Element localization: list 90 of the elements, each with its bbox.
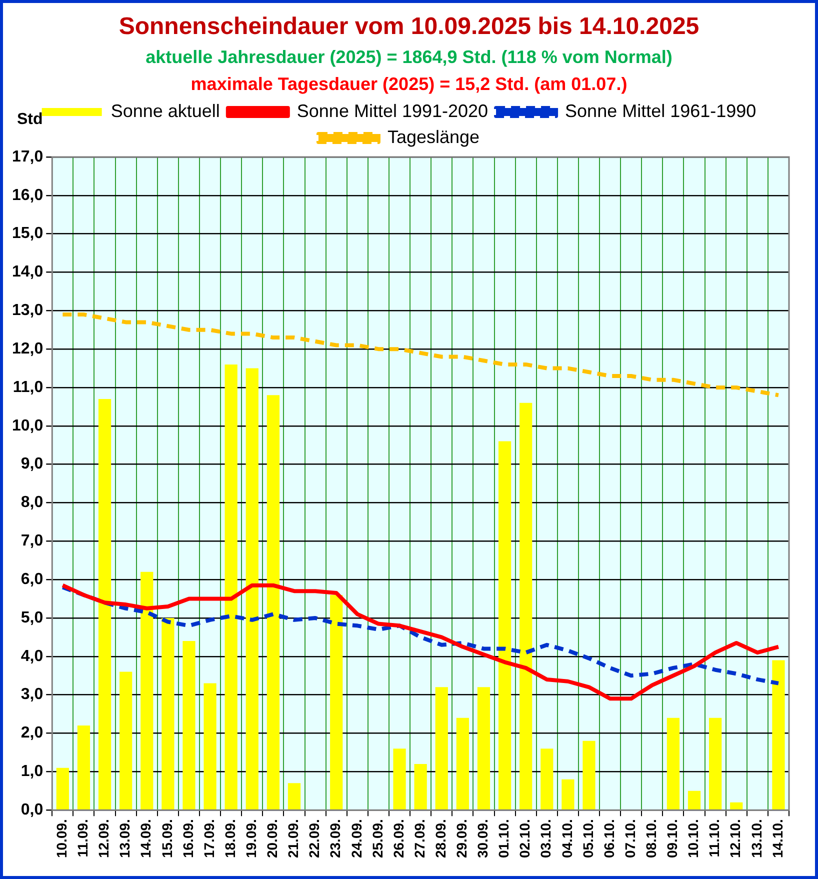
y-tick-label: 6,0 <box>20 570 44 588</box>
x-tick-label: 06.10. <box>600 819 617 858</box>
x-tick-label: 29.09. <box>454 819 470 858</box>
bar <box>435 687 448 810</box>
x-tick-label: 22.09. <box>306 819 322 858</box>
x-tick-label: 13.09. <box>116 819 133 858</box>
bar <box>77 726 90 810</box>
x-tick-label: 15.09. <box>158 819 175 858</box>
x-tick-label: 10.10. <box>685 819 702 858</box>
x-tick-label: 16.09. <box>180 819 196 858</box>
x-tick-label: 01.10. <box>496 819 512 858</box>
y-tick-label: 8,0 <box>20 494 44 512</box>
bar <box>709 718 722 810</box>
y-tick-label: 17,0 <box>12 148 44 166</box>
x-tick-label: 26.09. <box>390 819 406 858</box>
y-tick-label: 14,0 <box>12 264 44 281</box>
bar <box>162 618 174 810</box>
x-tick-label: 08.10. <box>643 819 660 858</box>
x-tick-label: 18.09. <box>222 819 238 858</box>
line-series <box>60 312 780 398</box>
bar <box>730 802 743 810</box>
bar <box>582 740 596 810</box>
x-tick-label: 12.09. <box>96 819 112 858</box>
legend-label: Sonne Mittel 1961-1990 <box>565 100 756 121</box>
bar <box>330 594 343 810</box>
bar <box>456 718 469 810</box>
y-tick-label: 0,0 <box>20 801 44 818</box>
bar <box>204 683 216 810</box>
x-tick-label: 05.10. <box>580 819 596 858</box>
legend-label: Sonne aktuell <box>110 100 220 121</box>
bar <box>688 790 701 810</box>
y-tick-label: 5,0 <box>20 609 44 626</box>
bar <box>56 768 69 810</box>
x-tick-label: 11.09. <box>74 819 91 858</box>
bar <box>120 672 132 810</box>
y-tick-label: 13,0 <box>12 302 44 320</box>
y-tick-label: 1,0 <box>20 763 44 780</box>
bar <box>414 764 427 810</box>
y-tick-label: 7,0 <box>20 532 44 550</box>
x-tick-label: 25.09. <box>369 819 386 858</box>
x-tick-label: 27.09. <box>411 819 428 858</box>
y-tick-label: 10,0 <box>12 417 44 434</box>
y-tick-label: 11,0 <box>12 378 44 396</box>
bar <box>140 572 154 810</box>
bar <box>562 779 574 810</box>
bar <box>266 395 280 810</box>
y-tick-label: 4,0 <box>20 648 44 665</box>
x-tick-label: 19.09. <box>243 819 260 858</box>
x-tick-label: 11.10. <box>706 819 722 858</box>
x-tick-label: 30.09. <box>474 819 491 858</box>
x-tick-label: 10.09. <box>54 819 70 858</box>
bar <box>393 748 406 810</box>
bar <box>224 364 238 810</box>
bar <box>540 748 554 810</box>
x-tick-label: 14.09. <box>138 819 154 858</box>
bar <box>520 402 532 810</box>
y-tick-label: 15,0 <box>12 225 44 242</box>
bar <box>98 399 112 810</box>
bar <box>288 783 301 810</box>
bar <box>182 641 196 810</box>
y-tick-label: 16,0 <box>12 186 44 204</box>
bar <box>772 660 785 810</box>
bar <box>498 441 512 810</box>
x-tick-label: 21.09. <box>285 819 302 858</box>
x-tick-label: 12.10. <box>727 819 744 858</box>
x-tick-label: 07.10. <box>622 819 638 858</box>
x-tick-label: 09.10. <box>664 819 680 858</box>
bar <box>477 687 490 810</box>
chart-title: Sonnenscheindauer vom 10.09.2025 bis 14.10.2025 <box>118 13 700 41</box>
x-tick-label: 24.09. <box>348 819 364 858</box>
bar <box>666 718 680 810</box>
y-tick-label: 3,0 <box>20 686 44 704</box>
y-tick-label: 2,0 <box>20 724 44 742</box>
chart-subtitle: aktuelle Jahresdauer (2025) = 1864,9 Std. (118 % vom Normal) <box>144 47 674 68</box>
bar <box>246 368 258 810</box>
x-tick-label: 04.10. <box>558 819 575 858</box>
x-tick-label: 17.09. <box>200 819 217 858</box>
y-tick-label: 9,0 <box>20 456 44 473</box>
x-tick-label: 28.09. <box>432 819 448 858</box>
legend-label: Sonne Mittel 1991-2020 <box>296 100 488 121</box>
x-tick-label: 02.10. <box>516 819 533 858</box>
legend-label: Tageslänge <box>387 126 480 147</box>
x-tick-label: 13.10. <box>748 819 764 858</box>
x-tick-label: 14.10. <box>769 819 786 858</box>
x-tick-label: 20.09. <box>264 819 280 858</box>
text: maximale Tagesdauer (2025) = 15,2 Std. (am 01.07.) <box>190 74 628 95</box>
y-tick-label: 12,0 <box>12 340 44 358</box>
y-axis-title: Std <box>17 111 43 129</box>
x-tick-label: 03.10. <box>538 819 554 858</box>
x-tick-label: 23.09. <box>327 819 344 858</box>
